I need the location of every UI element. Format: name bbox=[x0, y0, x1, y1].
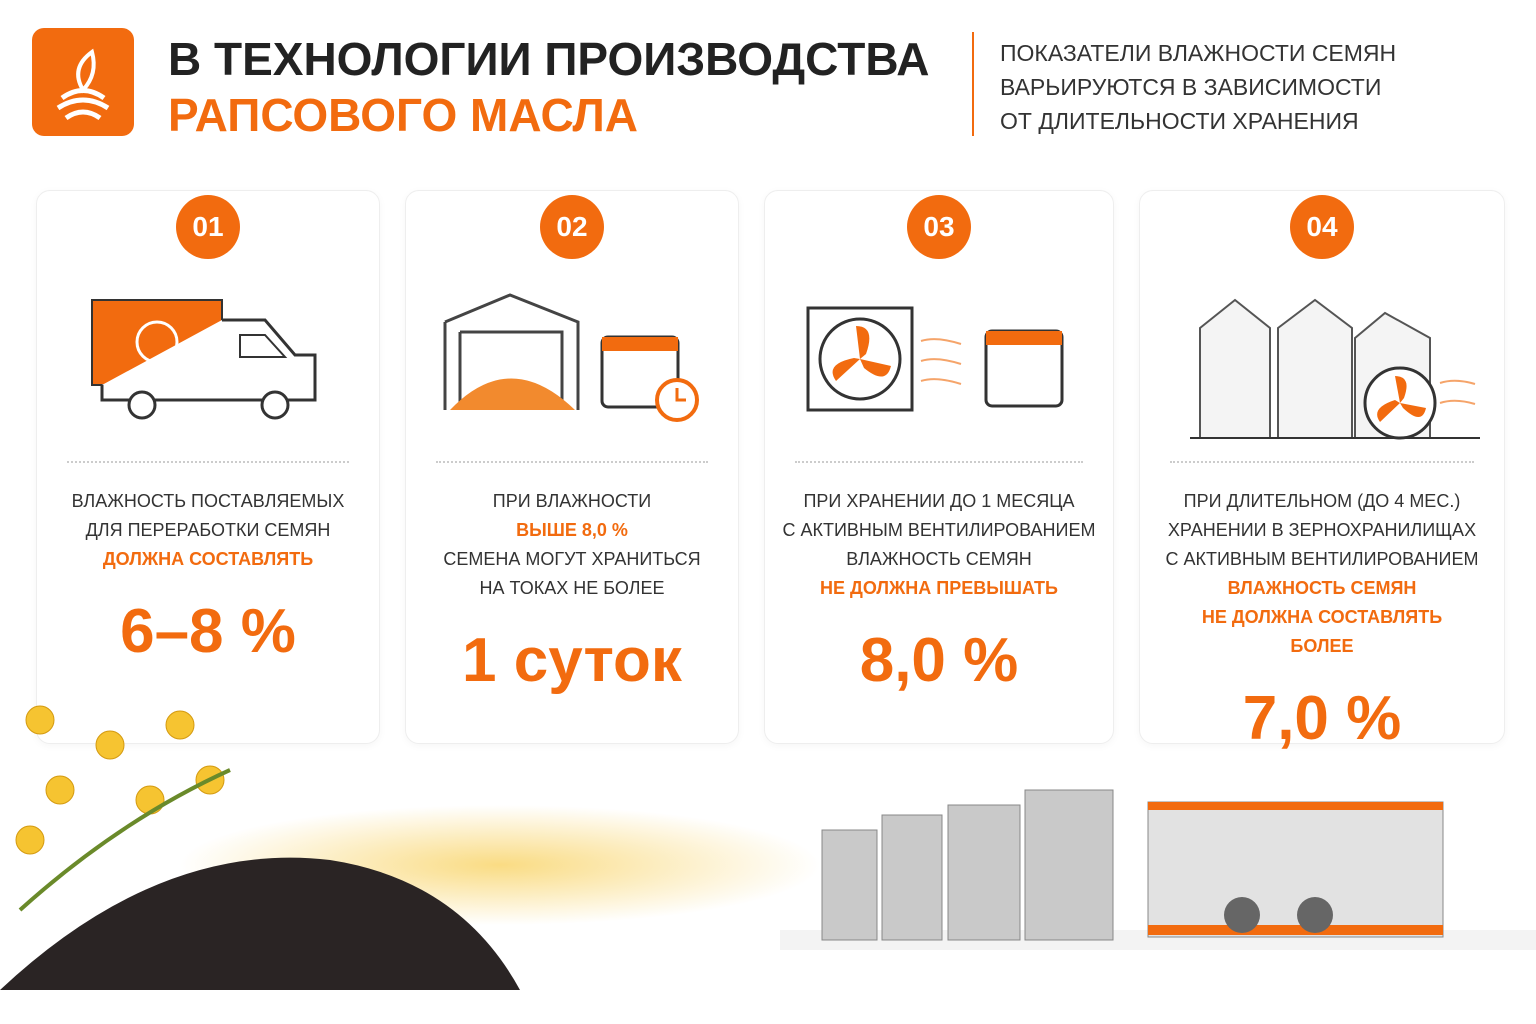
card-line: ДЛЯ ПЕРЕРАБОТКИ СЕМЯН bbox=[85, 520, 331, 540]
card-line: ДОЛЖНА СОСТАВЛЯТЬ bbox=[102, 549, 314, 569]
title-line2: РАПСОВОГО МАСЛА bbox=[168, 89, 639, 141]
separator bbox=[1170, 461, 1474, 463]
title-line1: В ТЕХНОЛОГИИ ПРОИЗВОДСТВА bbox=[168, 33, 930, 85]
card: 03 ПРИ ХРАНЕНИИ ДО 1 МЕСЯЦА С АКТИВНЫМ ВЕН… bbox=[764, 190, 1114, 744]
card-line: ВЛАЖНОСТЬ СЕМЯН bbox=[846, 549, 1032, 569]
card: 01 ВЛАЖНОСТЬ ПОСТАВЛЯЕМЫХ ДЛЯ ПЕРЕРАБОТКИ … bbox=[36, 190, 380, 744]
card-line: ПРИ ВЛАЖНОСТИ bbox=[492, 491, 652, 511]
scenery bbox=[0, 705, 1536, 990]
note: ПОКАЗАТЕЛИ ВЛАЖНОСТИ СЕМЯН ВАРЬИРУЮТСЯ В… bbox=[1000, 36, 1396, 138]
card-number: 04 bbox=[1290, 195, 1354, 259]
card-line: БОЛЕЕ bbox=[1290, 636, 1354, 656]
card-line: ВЛАЖНОСТЬ ПОСТАВЛЯЕМЫХ bbox=[71, 491, 345, 511]
note-line: ВАРЬИРУЮТСЯ В ЗАВИСИМОСТИ bbox=[1000, 74, 1382, 100]
card-value: 6–8 % bbox=[120, 597, 296, 666]
card-line: С АКТИВНЫМ ВЕНТИЛИРОВАНИЕМ bbox=[1165, 549, 1479, 569]
separator bbox=[795, 461, 1083, 463]
card-line: ВЫШЕ 8,0 % bbox=[516, 520, 628, 540]
fan-calendar-icon bbox=[806, 306, 1064, 412]
card-line: НЕ ДОЛЖНА ПРЕВЫШАТЬ bbox=[820, 578, 1058, 598]
card-line: ВЛАЖНОСТЬ СЕМЯН bbox=[1227, 578, 1417, 598]
warehouse-calendar-icon bbox=[443, 293, 699, 422]
card-number: 01 bbox=[176, 195, 240, 259]
card-number: 03 bbox=[907, 195, 971, 259]
silo-fan-icon bbox=[1190, 298, 1480, 440]
card-line: С АКТИВНЫМ ВЕНТИЛИРОВАНИЕМ bbox=[782, 520, 1096, 540]
card-value: 1 суток bbox=[462, 626, 682, 695]
divider bbox=[972, 32, 974, 136]
separator bbox=[67, 461, 349, 463]
card-line: ПРИ ДЛИТЕЛЬНОМ (ДО 4 МЕС.) bbox=[1183, 491, 1461, 511]
card-text: ВЛАЖНОСТЬ ПОСТАВЛЯЕМЫХ ДЛЯ ПЕРЕРАБОТКИ СЕ… bbox=[37, 487, 379, 668]
logo bbox=[32, 28, 134, 136]
truck-icon bbox=[91, 299, 317, 420]
card-value: 7,0 % bbox=[1242, 684, 1402, 753]
card-text: ПРИ ВЛАЖНОСТИ ВЫШЕ 8,0 % СЕМЕНА МОГУТ ХРАН… bbox=[406, 487, 738, 697]
card-line: ХРАНЕНИИ В ЗЕРНОХРАНИЛИЩАХ bbox=[1167, 520, 1477, 540]
separator bbox=[436, 461, 708, 463]
card-line: НЕ ДОЛЖНА СОСТАВЛЯТЬ bbox=[1201, 607, 1443, 627]
card-number: 02 bbox=[540, 195, 604, 259]
note-line: ОТ ДЛИТЕЛЬНОСТИ ХРАНЕНИЯ bbox=[1000, 108, 1359, 134]
card: 02 ПРИ ВЛАЖНОСТИ ВЫШЕ 8,0 % СЕМЕНА МОГУТ ХР… bbox=[405, 190, 739, 744]
card-text: ПРИ ДЛИТЕЛЬНОМ (ДО 4 МЕС.) ХРАНЕНИИ В ЗЕР… bbox=[1140, 487, 1504, 755]
card-line: ПРИ ХРАНЕНИИ ДО 1 МЕСЯЦА bbox=[803, 491, 1075, 511]
note-line: ПОКАЗАТЕЛИ ВЛАЖНОСТИ СЕМЯН bbox=[1000, 40, 1397, 66]
card-text: ПРИ ХРАНЕНИИ ДО 1 МЕСЯЦА С АКТИВНЫМ ВЕНТИ… bbox=[765, 487, 1113, 697]
card-line: НА ТОКАХ НЕ БОЛЕЕ bbox=[479, 578, 665, 598]
card-value: 8,0 % bbox=[859, 626, 1019, 695]
card: 04 ПРИ ДЛИТЕЛЬНОМ (ДО 4 МЕС.) ХРАНЕНИИ В З… bbox=[1139, 190, 1505, 753]
card-line: СЕМЕНА МОГУТ ХРАНИТЬСЯ bbox=[443, 549, 701, 569]
